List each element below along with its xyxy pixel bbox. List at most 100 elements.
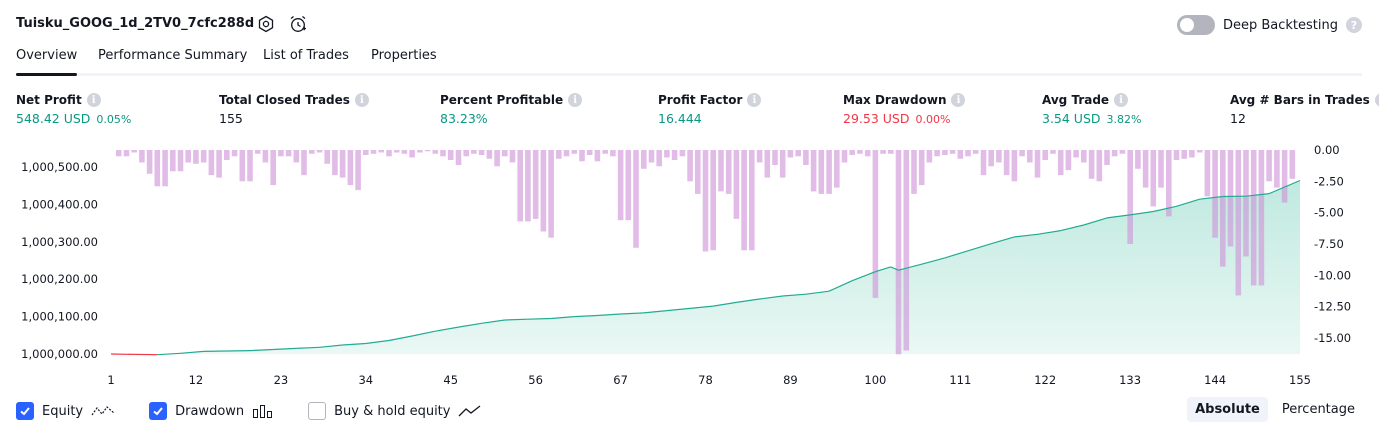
drawdown-bar xyxy=(749,150,755,251)
legend-drawdown[interactable]: Drawdown xyxy=(149,402,274,420)
report-header: Tuisku_GOOG_1d_2TV0_7cfc288d Deep Backte… xyxy=(16,12,1362,38)
x-tick-label: 122 xyxy=(1034,373,1056,387)
info-icon[interactable]: i xyxy=(568,93,583,107)
equity-area xyxy=(111,180,1300,355)
equity-line-segment xyxy=(736,298,760,303)
drawdown-bar xyxy=(278,150,284,157)
equity-line-segment xyxy=(296,346,320,349)
x-tick-label: 23 xyxy=(274,373,289,387)
info-icon[interactable]: i xyxy=(1114,93,1129,107)
drawdown-bar xyxy=(494,150,500,167)
tab-overview[interactable]: Overview xyxy=(16,48,78,76)
drawdown-bar xyxy=(980,150,987,176)
drawdown-bar xyxy=(139,150,145,163)
equity-line-segment xyxy=(967,243,992,252)
info-icon[interactable]: i xyxy=(747,93,762,107)
drawdown-bar xyxy=(301,150,307,176)
drawdown-bar xyxy=(988,150,994,167)
info-icon[interactable]: i xyxy=(354,93,369,107)
equity-line-segment xyxy=(875,266,891,273)
y-right-tick-label: -5.00 xyxy=(1314,206,1344,220)
equity-line-segment xyxy=(1014,233,1038,238)
equity-line-segment xyxy=(1037,230,1061,235)
drawdown-bar xyxy=(193,150,199,164)
y-right-tick-label: -2.50 xyxy=(1314,174,1344,188)
deep-backtesting-toggle[interactable] xyxy=(1176,15,1215,35)
metric-value: 16.444 xyxy=(658,111,702,126)
drawdown-bar xyxy=(718,150,724,192)
alarm-clock-icon[interactable] xyxy=(286,12,310,36)
tab-performance-summary[interactable]: Performance Summary xyxy=(98,48,248,63)
drawdown-bar xyxy=(556,150,562,159)
drawdown-bar xyxy=(864,150,871,157)
legend-label: Equity xyxy=(42,403,84,419)
drawdown-bar xyxy=(880,150,886,154)
y-left-tick-label: 1,000,100.00 xyxy=(21,310,98,324)
metric-value: 155 xyxy=(219,111,243,126)
percentage-button[interactable]: Percentage xyxy=(1281,402,1355,417)
toggle-knob xyxy=(1179,18,1194,32)
legend-buy-hold[interactable]: Buy & hold equity xyxy=(308,402,482,420)
deep-backtesting-control: Deep Backtesting ? xyxy=(1176,13,1362,37)
drawdown-bar xyxy=(602,150,608,154)
drawdown-bar xyxy=(949,150,956,154)
equity-line-segment xyxy=(1083,217,1108,226)
drawdown-bar xyxy=(185,150,191,163)
x-tick-label: 12 xyxy=(189,373,204,387)
drawdown-bar xyxy=(934,150,940,157)
equity-line-segment xyxy=(851,271,876,282)
equity-line-segment xyxy=(319,344,343,348)
drawdown-bar xyxy=(1289,150,1296,179)
buy-hold-checkbox[interactable] xyxy=(308,402,327,420)
drawdown-bar xyxy=(471,150,477,154)
absolute-button[interactable]: Absolute xyxy=(1187,397,1268,422)
info-icon[interactable]: i xyxy=(86,93,101,107)
metric-total-closed-trades: Total Closed Trades i 155 xyxy=(219,93,369,126)
equity-line-segment xyxy=(620,312,644,315)
drawdown-bar xyxy=(1065,150,1072,171)
deep-backtesting-label: Deep Backtesting xyxy=(1222,17,1338,33)
y-right-tick-label: 0.00 xyxy=(1314,143,1340,157)
chart-legend: Equity Drawdown Buy & hold equity xyxy=(16,400,516,422)
equity-checkbox[interactable] xyxy=(16,402,34,420)
equity-line-segment xyxy=(1060,224,1084,232)
metric-percent-profitable: Percent Profitable i 83.23% xyxy=(440,93,583,126)
drawdown-bar xyxy=(772,150,778,165)
drawdown-bar xyxy=(571,150,578,154)
drawdown-bar xyxy=(1266,150,1272,182)
legend-label: Drawdown xyxy=(175,403,245,419)
drawdown-bar xyxy=(610,150,616,157)
drawdown-bar xyxy=(378,150,384,153)
drawdown-bar xyxy=(146,150,153,174)
tab-list-of-trades[interactable]: List of Trades xyxy=(263,48,349,63)
drawdown-bar xyxy=(270,150,276,186)
metric-avg-trade: Avg Trade i 3.54 USD 3.82% xyxy=(1042,93,1141,126)
equity-line-segment xyxy=(1176,198,1200,207)
y-left-tick-label: 1,000,400.00 xyxy=(21,197,98,211)
drawdown-bar xyxy=(154,150,161,187)
drawdown-bar xyxy=(285,150,292,157)
metric-value: 548.42 USD xyxy=(16,111,91,126)
drawdown-bar xyxy=(563,150,570,157)
legend-equity[interactable]: Equity xyxy=(16,402,115,420)
drawdown-bar xyxy=(1042,150,1048,160)
metric-label: Avg # Bars in Trades xyxy=(1230,93,1370,107)
x-tick-label: 56 xyxy=(528,373,543,387)
equity-line-segment xyxy=(690,305,714,309)
drawdown-bar xyxy=(386,150,392,157)
help-icon[interactable]: ? xyxy=(1346,17,1362,33)
drawdown-bar xyxy=(942,150,948,155)
equity-line-segment xyxy=(1153,205,1177,213)
settings-icon[interactable] xyxy=(254,12,278,36)
info-icon[interactable]: i xyxy=(1374,93,1379,107)
drawdown-checkbox[interactable] xyxy=(149,402,168,420)
drawdown-bar xyxy=(957,150,964,159)
y-left-tick-label: 1,000,500.00 xyxy=(21,160,98,174)
drawdown-bar xyxy=(1135,150,1141,169)
drawdown-bar xyxy=(316,150,323,153)
x-tick-label: 67 xyxy=(613,373,628,387)
drawdown-bar xyxy=(447,150,454,160)
tab-properties[interactable]: Properties xyxy=(371,48,437,63)
info-icon[interactable]: i xyxy=(951,93,966,107)
drawdown-bar xyxy=(1243,150,1249,257)
